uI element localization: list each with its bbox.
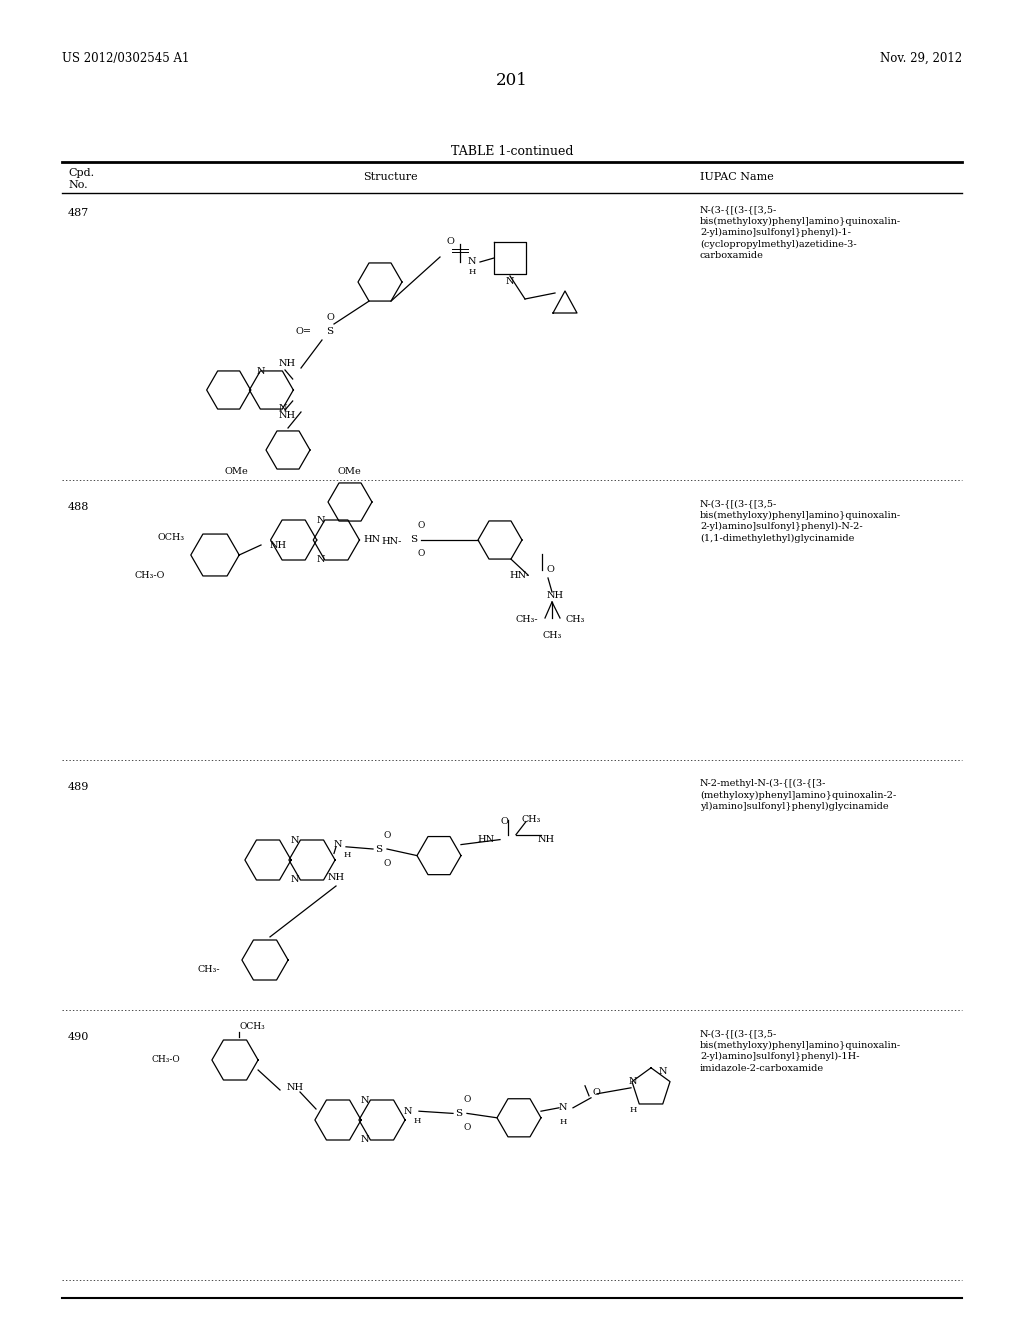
Text: O: O — [446, 238, 454, 247]
Text: N: N — [360, 1135, 370, 1144]
Text: N: N — [291, 875, 299, 884]
Text: OCH₃: OCH₃ — [240, 1023, 266, 1031]
Text: NH: NH — [269, 540, 287, 549]
Text: O: O — [592, 1088, 600, 1097]
Text: CH₃-O: CH₃-O — [134, 570, 165, 579]
Text: S: S — [456, 1109, 463, 1118]
Text: H: H — [468, 268, 476, 276]
Text: CH₃: CH₃ — [565, 615, 585, 624]
Text: US 2012/0302545 A1: US 2012/0302545 A1 — [62, 51, 189, 65]
Text: N: N — [559, 1104, 567, 1113]
Text: NH: NH — [538, 836, 555, 843]
Text: 489: 489 — [68, 781, 89, 792]
Text: N-(3-{[(3-{[3,5-
bis(methyloxy)phenyl]amino}quinoxalin-
2-yl)amino]sulfonyl}phen: N-(3-{[(3-{[3,5- bis(methyloxy)phenyl]am… — [700, 499, 901, 543]
Text: TABLE 1-continued: TABLE 1-continued — [451, 145, 573, 158]
Text: NH: NH — [279, 359, 296, 368]
Text: O: O — [383, 830, 391, 840]
Text: Cpd.: Cpd. — [68, 168, 94, 178]
Text: O=: O= — [296, 327, 312, 337]
Text: S: S — [376, 845, 383, 854]
Text: N: N — [316, 556, 326, 565]
Text: OMe: OMe — [224, 467, 248, 477]
Text: HN-: HN- — [381, 537, 401, 546]
Text: HN: HN — [477, 836, 495, 843]
Text: HN: HN — [364, 536, 381, 544]
Text: H: H — [559, 1118, 566, 1126]
Text: OCH₃: OCH₃ — [158, 532, 185, 541]
Text: O: O — [383, 858, 391, 867]
Text: CH₃-: CH₃- — [515, 615, 538, 624]
Text: O: O — [326, 314, 334, 322]
Text: N-(3-{[(3-{[3,5-
bis(methyloxy)phenyl]amino}quinoxalin-
2-yl)amino]sulfonyl}phen: N-(3-{[(3-{[3,5- bis(methyloxy)phenyl]am… — [700, 205, 901, 260]
Text: N: N — [291, 836, 299, 845]
Text: CH₃: CH₃ — [543, 631, 562, 639]
Text: S: S — [410, 536, 417, 544]
Text: N: N — [360, 1096, 370, 1105]
Text: O: O — [463, 1094, 471, 1104]
Text: No.: No. — [68, 180, 88, 190]
Text: Structure: Structure — [362, 172, 418, 182]
Text: H: H — [414, 1117, 421, 1125]
Text: HN-: HN- — [510, 570, 530, 579]
Text: Nov. 29, 2012: Nov. 29, 2012 — [880, 51, 962, 65]
Text: NH: NH — [328, 873, 344, 882]
Text: O: O — [500, 817, 508, 826]
Text: N: N — [658, 1068, 668, 1076]
Text: N: N — [506, 276, 514, 285]
Text: CH₃: CH₃ — [521, 814, 541, 824]
Text: O: O — [546, 565, 554, 574]
Text: NH: NH — [279, 412, 296, 421]
Text: CH₃-O: CH₃-O — [152, 1056, 180, 1064]
Text: 487: 487 — [68, 209, 89, 218]
Text: O: O — [418, 549, 425, 558]
Text: 488: 488 — [68, 502, 89, 512]
Text: OMe: OMe — [338, 467, 361, 477]
Text: H: H — [343, 851, 351, 859]
Text: N: N — [256, 367, 264, 376]
Text: 490: 490 — [68, 1032, 89, 1041]
Text: N: N — [629, 1077, 637, 1086]
Text: NH: NH — [287, 1084, 303, 1093]
Text: O: O — [463, 1123, 471, 1133]
Text: N: N — [468, 257, 476, 267]
Text: N: N — [316, 516, 326, 525]
Text: H: H — [630, 1106, 637, 1114]
Text: CH₃-: CH₃- — [198, 965, 220, 974]
Text: N-2-methyl-N-(3-{[(3-{[3-
(methyloxy)phenyl]amino}quinoxalin-2-
yl)amino]sulfony: N-2-methyl-N-(3-{[(3-{[3- (methyloxy)phe… — [700, 779, 896, 812]
Text: 201: 201 — [496, 73, 528, 88]
Text: NH: NH — [547, 590, 563, 599]
Text: N: N — [403, 1106, 413, 1115]
Text: O: O — [418, 521, 425, 531]
Text: N: N — [279, 404, 287, 413]
Text: IUPAC Name: IUPAC Name — [700, 172, 774, 182]
Text: N-(3-{[(3-{[3,5-
bis(methyloxy)phenyl]amino}quinoxalin-
2-yl)amino]sulfonyl}phen: N-(3-{[(3-{[3,5- bis(methyloxy)phenyl]am… — [700, 1030, 901, 1073]
Text: N: N — [334, 841, 342, 849]
Text: S: S — [327, 327, 334, 337]
